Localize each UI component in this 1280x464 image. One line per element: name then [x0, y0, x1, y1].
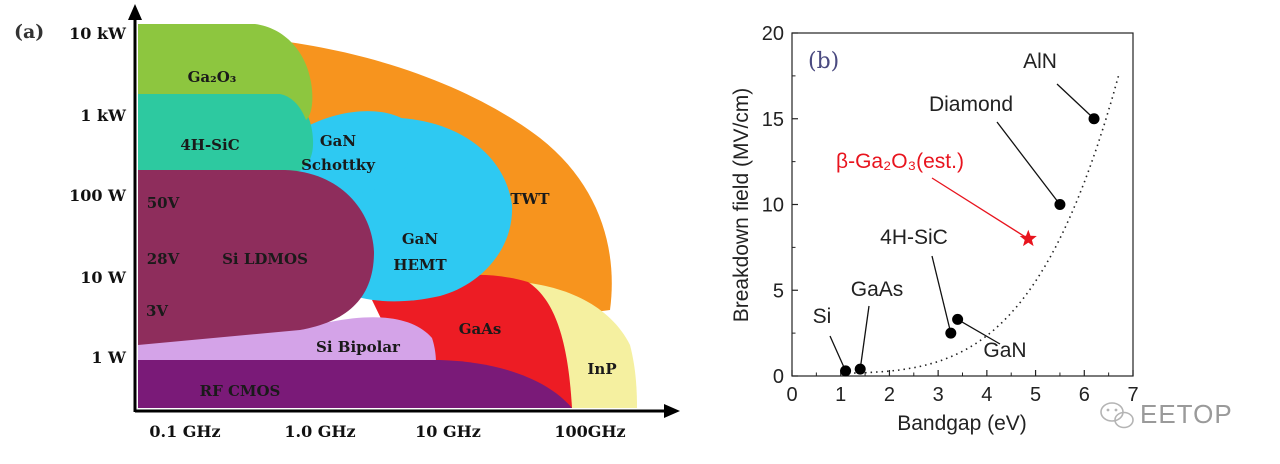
trend-curve — [843, 75, 1120, 374]
y-tick-label: 20 — [762, 23, 784, 45]
label-ga2o3: Ga₂O₃ — [188, 68, 237, 86]
x-tick-label: 4 — [981, 384, 992, 406]
point-label: AlN — [1023, 50, 1057, 73]
y-axis-title: Breakdown field (MV/cm) — [730, 88, 753, 323]
point-4h-sic — [945, 327, 957, 339]
label-rf-cmos: RF CMOS — [200, 382, 281, 400]
point-gaas — [854, 363, 866, 375]
x-tick-10ghz: 10 GHz — [415, 422, 481, 441]
y-tick-1kw: 1 kW — [80, 106, 127, 125]
label-ldmos-3v: 3V — [146, 302, 168, 320]
label-gaas: GaAs — [459, 320, 502, 338]
x-axis-title: Bandgap (eV) — [897, 412, 1027, 435]
y-tick-label: 15 — [762, 109, 784, 131]
x-tick-label: 7 — [1127, 384, 1138, 406]
x-tick-label: 3 — [933, 384, 944, 406]
label-inp: InP — [587, 360, 616, 378]
panel-b-breakdown-bandgap: (b) 0 1 2 3 4 5 6 7 0 5 10 15 20 Si GaAs 4H-SiC GaN β-Ga… — [730, 23, 1139, 435]
panel-a-label: (a) — [14, 21, 44, 43]
label-gan-schottky-line1: GaN — [320, 132, 357, 150]
wechat-icon — [1100, 402, 1134, 429]
y-tick-100w: 100 W — [69, 186, 127, 205]
x-tick-label: 0 — [786, 384, 797, 406]
x-tick-1ghz: 1.0 GHz — [284, 422, 355, 441]
point-aln — [1088, 113, 1100, 125]
panel-a-frequency-power-map: (a) Ga₂O₃ 4H-SiC GaN Schottky TWT GaN HE… — [14, 4, 680, 441]
point-gan — [952, 313, 964, 325]
label-twt: TWT — [510, 190, 550, 208]
x-tick-label: 5 — [1030, 384, 1041, 406]
x-tick-100ghz: 100GHz — [554, 422, 625, 441]
y-tick-10kw: 10 kW — [69, 24, 127, 43]
x-tick-label: 2 — [884, 384, 895, 406]
y-tick-label: 5 — [773, 280, 784, 302]
label-si-bipolar: Si Bipolar — [316, 338, 401, 356]
x-tick-label: 1 — [835, 384, 846, 406]
label-4h-sic: 4H-SiC — [180, 136, 239, 154]
leader-line — [996, 121, 1061, 205]
point-label: GaN — [983, 339, 1026, 362]
panel-a-y-arrow — [128, 4, 142, 20]
leader-line — [859, 305, 870, 370]
point-label: Diamond — [929, 93, 1013, 116]
point-si — [840, 365, 852, 377]
point-label: β-Ga₂O₃(est.) — [836, 150, 964, 173]
label-gan-hemt-line2: HEMT — [393, 256, 447, 274]
region-si-ldmos — [138, 170, 374, 345]
label-ldmos-28v: 28V — [147, 250, 180, 268]
leader-line — [931, 255, 952, 334]
region-rf-cmos — [138, 360, 572, 408]
point-label: Si — [813, 305, 832, 328]
label-si-ldmos: Si LDMOS — [222, 250, 308, 268]
leader-line — [1056, 83, 1095, 120]
label-gan-hemt-line1: GaN — [402, 230, 439, 248]
watermark-text: EETOP — [1140, 399, 1233, 429]
leader-line — [931, 177, 1029, 240]
label-gan-schottky-line2: Schottky — [301, 156, 376, 174]
y-tick-label: 10 — [762, 195, 784, 217]
y-tick-1w: 1 W — [91, 348, 127, 367]
point-diamond — [1054, 199, 1066, 210]
region-gan-schottky — [292, 111, 412, 195]
region-si-bipolar — [138, 317, 436, 364]
x-tick-0.1ghz: 0.1 GHz — [149, 422, 220, 441]
leader-line — [957, 318, 1001, 345]
y-tick-label: 0 — [773, 366, 784, 388]
panel-b-label: (b) — [808, 49, 839, 74]
point-label: 4H-SiC — [880, 226, 948, 249]
x-tick-label: 6 — [1079, 384, 1090, 406]
panel-a-x-arrow — [664, 404, 680, 418]
label-ldmos-50v: 50V — [147, 194, 180, 212]
region-4h-sic — [138, 92, 314, 172]
leader-line — [829, 335, 847, 372]
y-tick-10w: 10 W — [80, 268, 127, 287]
panel-b-plot-frame — [791, 32, 1134, 377]
point-label: GaAs — [851, 278, 904, 301]
point--ga-o-est--star — [1019, 229, 1037, 247]
watermark: EETOP — [1100, 399, 1233, 429]
region-ga2o3 — [138, 24, 313, 120]
